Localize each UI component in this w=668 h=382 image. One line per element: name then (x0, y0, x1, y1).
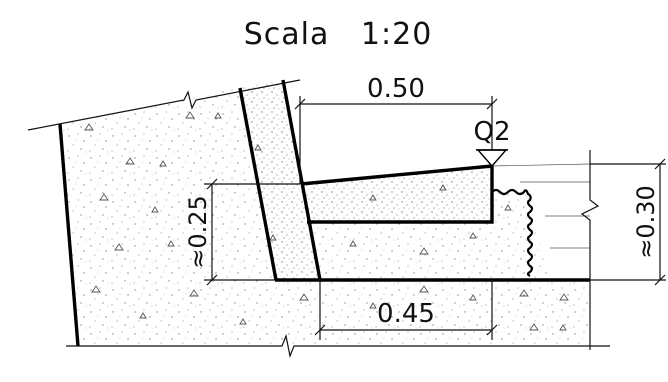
dimension-left (204, 178, 300, 286)
bottom-line (66, 333, 610, 359)
left-wall-edge (58, 123, 80, 347)
scale-title: Scala 1:20 (244, 17, 433, 52)
under-slab-fill (310, 190, 548, 280)
dimension-right-label: ≈0.30 (632, 185, 660, 259)
hatch-lines-right (491, 163, 591, 249)
slab-outline (300, 164, 494, 224)
level-marker (476, 149, 508, 168)
dimension-bottom-label: 0.45 (377, 299, 435, 329)
break-line-wavy (491, 188, 534, 277)
dimension-top-label: 0.50 (367, 74, 425, 104)
ground-line (27, 79, 301, 131)
aggregate-marks (84, 111, 569, 331)
dimension-bottom (314, 280, 498, 340)
dimension-right (590, 158, 666, 286)
wall-strip-right-edge (281, 79, 322, 281)
dimension-left-label: ≈0.25 (184, 195, 212, 269)
level-marker-label: Q2 (473, 117, 510, 147)
right-break (580, 150, 600, 350)
wall-strip (240, 80, 320, 280)
